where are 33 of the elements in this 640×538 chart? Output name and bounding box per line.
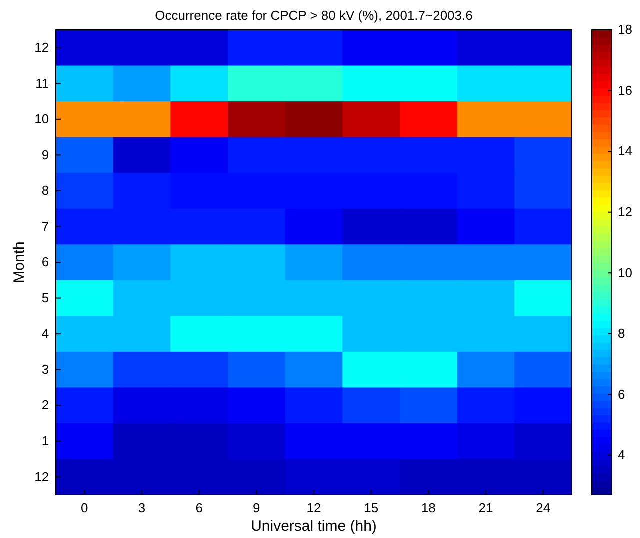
color-bar-label: 8 [618,326,626,342]
color-bar-label: 16 [618,82,632,98]
y-tick-label: 3 [42,362,50,377]
chart-title: Occurrence rate for CPCP > 80 kV (%), 2001.7~2003.6 [155,8,473,23]
x-tick-label: 9 [253,500,260,516]
y-tick-label: 5 [42,290,50,306]
y-tick-label: 8 [42,183,50,198]
color-bar-label: 14 [618,144,632,159]
x-tick-label: 3 [138,500,146,516]
y-tick-label: 6 [42,254,50,270]
y-tick-label: 10 [34,112,50,127]
x-tick-label: 24 [536,500,551,516]
x-tick-label: 18 [421,500,436,516]
color-bar-label: 10 [618,265,632,280]
y-tick-label: 4 [42,326,50,342]
x-tick-label: 15 [364,500,379,516]
y-tick-label: 7 [42,218,50,234]
color-bar-label: 6 [618,386,626,402]
y-axis-title: Month [11,242,28,284]
x-tick-label: 12 [306,500,322,516]
y-tick-label: 11 [36,76,50,91]
y-tick-label: 2 [42,398,50,413]
color-bar-label: 4 [618,448,626,463]
x-tick-label: 0 [81,500,88,516]
x-tick-label: 21 [478,500,494,516]
y-tick-label: 9 [42,147,50,162]
y-tick-label: 1 [42,434,50,449]
color-bar-label: 18 [618,22,632,38]
color-bar-label: 12 [618,204,632,220]
y-tick-label: 12 [34,40,50,56]
x-axis-title: Universal time (hh) [251,518,377,535]
x-tick-label: 6 [196,500,203,516]
y-tick-label: 12 [34,469,50,484]
